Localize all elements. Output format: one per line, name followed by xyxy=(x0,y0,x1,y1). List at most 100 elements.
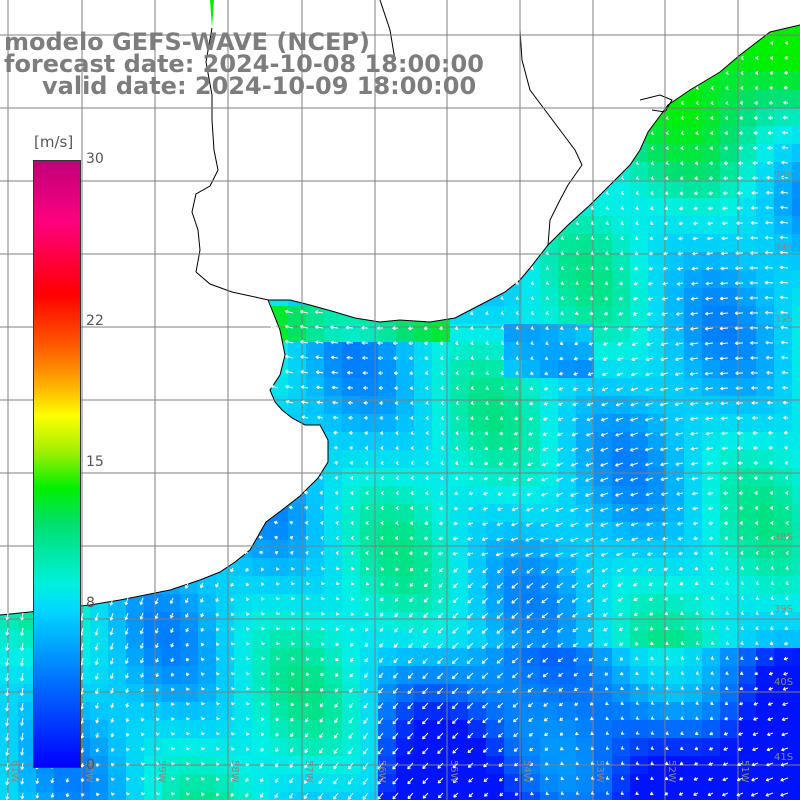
wind-speed-cell xyxy=(396,594,415,613)
wind-arrow-head xyxy=(755,598,760,600)
wind-speed-cell xyxy=(234,576,253,595)
wind-speed-cell xyxy=(306,396,325,415)
wind-speed-cell xyxy=(468,522,487,541)
wind-speed-cell xyxy=(648,738,667,757)
wind-speed-cell xyxy=(126,594,145,613)
wind-speed-cell xyxy=(234,594,253,613)
wind-speed-cell xyxy=(720,432,739,451)
wind-speed-cell xyxy=(540,270,559,289)
wind-speed-cell xyxy=(540,306,559,325)
wind-arrow-head xyxy=(545,328,549,330)
wind-speed-cell xyxy=(180,612,199,631)
wind-speed-cell xyxy=(684,558,703,577)
wind-arrow-head xyxy=(497,602,501,604)
wind-speed-cell xyxy=(108,774,127,793)
wind-speed-cell xyxy=(702,738,721,757)
wind-speed-cell xyxy=(576,414,595,433)
wind-speed-cell xyxy=(720,126,739,145)
wind-speed-cell xyxy=(774,126,793,145)
wind-speed-cell xyxy=(648,378,667,397)
wind-speed-cell xyxy=(468,486,487,505)
wind-speed-cell xyxy=(648,594,667,613)
wind-speed-cell xyxy=(576,270,595,289)
wind-speed-cell xyxy=(756,198,775,217)
wind-speed-cell xyxy=(720,468,739,487)
wind-speed-cell xyxy=(108,720,127,739)
wind-speed-cell xyxy=(558,234,577,253)
wind-speed-cell xyxy=(216,666,235,685)
wind-speed-cell xyxy=(738,360,757,379)
wind-speed-cell xyxy=(396,558,415,577)
wind-speed-cell xyxy=(720,180,739,199)
wind-speed-cell xyxy=(756,414,775,433)
wind-speed-cell xyxy=(234,648,253,667)
wind-speed-cell xyxy=(324,558,343,577)
wind-speed-cell xyxy=(486,360,505,379)
wind-speed-cell xyxy=(774,396,793,415)
wind-speed-cell xyxy=(738,270,757,289)
wind-speed-cell xyxy=(738,378,757,397)
wind-speed-cell xyxy=(468,774,487,793)
wind-speed-cell xyxy=(576,504,595,523)
wind-speed-cell xyxy=(774,450,793,469)
wind-speed-cell xyxy=(792,612,800,631)
wind-speed-cell xyxy=(756,576,775,595)
wind-speed-cell xyxy=(450,342,469,361)
wind-arrow-head xyxy=(526,494,530,497)
wind-speed-cell xyxy=(396,342,415,361)
wind-arrow-head xyxy=(590,268,594,270)
wind-arrow-head xyxy=(620,178,625,180)
wind-speed-cell xyxy=(288,630,307,649)
wind-speed-cell xyxy=(792,792,800,800)
wind-arrow-head xyxy=(530,358,534,360)
wind-speed-cell xyxy=(378,576,397,595)
wind-speed-cell xyxy=(576,630,595,649)
wind-speed-cell xyxy=(738,234,757,253)
wind-speed-cell xyxy=(648,180,667,199)
wind-speed-cell xyxy=(666,378,685,397)
wind-speed-cell xyxy=(702,144,721,163)
wind-speed-cell xyxy=(594,360,613,379)
wind-arrow-head xyxy=(632,344,636,347)
wind-speed-cell xyxy=(648,576,667,595)
wind-speed-cell xyxy=(486,378,505,397)
wind-arrow-head xyxy=(482,571,486,574)
wind-arrow-head xyxy=(591,223,595,225)
wind-speed-cell xyxy=(684,702,703,721)
wind-speed-cell xyxy=(792,270,800,289)
wind-speed-cell xyxy=(720,216,739,235)
wind-speed-cell xyxy=(630,594,649,613)
wind-arrow-head xyxy=(635,148,640,150)
wind-speed-cell xyxy=(216,648,235,667)
wind-speed-cell xyxy=(774,36,793,55)
wind-speed-cell xyxy=(630,576,649,595)
wind-speed-cell xyxy=(720,144,739,163)
wind-speed-cell xyxy=(666,234,685,253)
wind-speed-cell xyxy=(360,612,379,631)
wind-speed-cell xyxy=(756,162,775,181)
wind-arrow-head xyxy=(635,163,640,165)
wind-speed-cell xyxy=(342,396,361,415)
wind-speed-cell xyxy=(360,342,379,361)
wind-arrow-head xyxy=(606,208,610,210)
wind-speed-cell xyxy=(738,252,757,271)
wind-speed-cell xyxy=(378,342,397,361)
wind-speed-cell xyxy=(756,738,775,757)
wind-arrow-head xyxy=(482,602,486,604)
wind-speed-cell xyxy=(504,396,523,415)
wind-speed-cell xyxy=(612,630,631,649)
wind-speed-cell xyxy=(0,648,19,667)
wind-speed-cell xyxy=(648,216,667,235)
wind-speed-cell xyxy=(792,648,800,667)
wind-arrow-head xyxy=(529,388,534,391)
wind-speed-cell xyxy=(486,612,505,631)
wind-speed-cell xyxy=(468,648,487,667)
wind-arrow-head xyxy=(755,613,759,615)
wind-speed-cell xyxy=(342,576,361,595)
wind-arrow-head xyxy=(511,509,516,512)
wind-speed-cell xyxy=(738,486,757,505)
wind-speed-cell xyxy=(792,468,800,487)
wind-speed-cell xyxy=(540,414,559,433)
wind-speed-cell xyxy=(594,252,613,271)
wind-arrow-head xyxy=(526,525,530,527)
